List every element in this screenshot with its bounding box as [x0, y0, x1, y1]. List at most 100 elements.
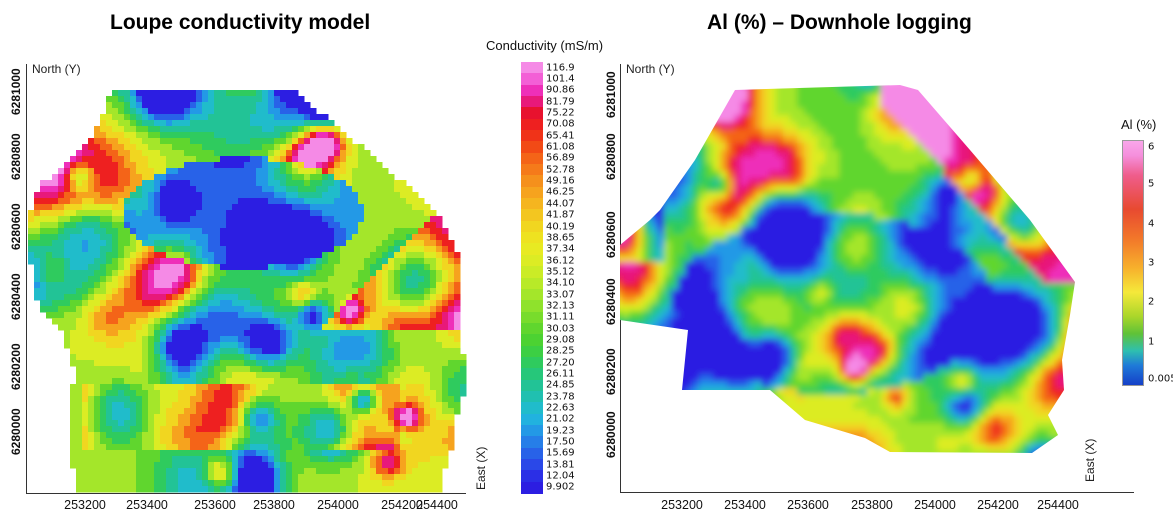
- heatmap-cell: [304, 306, 311, 313]
- heatmap-cell: [650, 143, 658, 151]
- heatmap-cell: [160, 396, 167, 403]
- colorbar-swatch: [521, 164, 543, 177]
- heatmap-cell: [310, 150, 317, 157]
- heatmap-cell: [993, 87, 1001, 95]
- heatmap-cell: [388, 282, 395, 289]
- heatmap-cell: [250, 114, 257, 121]
- heatmap-cell: [208, 240, 215, 247]
- heatmap-cell: [52, 294, 59, 301]
- heatmap-cell: [280, 168, 287, 175]
- heatmap-cell: [352, 288, 359, 295]
- heatmap-cell: [412, 294, 419, 301]
- heatmap-cell: [88, 312, 95, 319]
- heatmap-cell: [352, 150, 359, 157]
- heatmap-cell: [106, 390, 113, 397]
- heatmap-cell: [208, 162, 215, 169]
- heatmap-cell: [965, 87, 973, 95]
- heatmap-cell: [160, 306, 167, 313]
- heatmap-cell: [100, 486, 107, 493]
- heatmap-cell: [382, 222, 389, 229]
- heatmap-cell: [220, 330, 227, 337]
- heatmap-cell: [208, 372, 215, 379]
- heatmap-cell: [190, 288, 197, 295]
- heatmap-cell: [364, 294, 371, 301]
- heatmap-cell: [334, 438, 341, 445]
- heatmap-cell: [202, 306, 209, 313]
- heatmap-cell: [657, 129, 665, 137]
- heatmap-cell: [250, 168, 257, 175]
- heatmap-cell: [208, 288, 215, 295]
- heatmap-cell: [436, 312, 443, 319]
- heatmap-cell: [406, 360, 413, 367]
- heatmap-cell: [106, 474, 113, 481]
- heatmap-cell: [895, 129, 903, 137]
- heatmap-cell: [124, 420, 131, 427]
- heatmap-cell: [430, 264, 437, 271]
- heatmap-cell: [58, 222, 65, 229]
- heatmap-cell: [622, 108, 630, 116]
- heatmap-cell: [106, 402, 113, 409]
- heatmap-cell: [76, 408, 83, 415]
- heatmap-cell: [136, 126, 143, 133]
- heatmap-cell: [106, 294, 113, 301]
- heatmap-cell: [748, 85, 756, 88]
- heatmap-cell: [76, 240, 83, 247]
- heatmap-cell: [154, 102, 161, 109]
- colorbar-swatch: [521, 107, 543, 120]
- heatmap-cell: [1021, 94, 1029, 102]
- heatmap-cell: [232, 450, 239, 457]
- heatmap-cell: [418, 396, 425, 403]
- heatmap-cell: [304, 480, 311, 487]
- heatmap-cell: [238, 150, 245, 157]
- heatmap-cell: [190, 132, 197, 139]
- heatmap-cell: [783, 157, 791, 165]
- heatmap-cell: [28, 216, 35, 223]
- heatmap-cell: [184, 432, 191, 439]
- heatmap-cell: [160, 264, 167, 271]
- heatmap-cell: [184, 258, 191, 265]
- heatmap-cell: [352, 174, 359, 181]
- heatmap-cell: [88, 246, 95, 253]
- heatmap-cell: [82, 204, 89, 211]
- heatmap-cell: [376, 414, 383, 421]
- heatmap-cell: [454, 276, 461, 283]
- heatmap-cell: [202, 240, 209, 247]
- heatmap-cell: [76, 432, 83, 439]
- heatmap-cell: [292, 276, 299, 283]
- heatmap-cell: [986, 129, 994, 137]
- heatmap-cell: [930, 85, 938, 88]
- heatmap-cell: [388, 462, 395, 469]
- heatmap-cell: [256, 288, 263, 295]
- heatmap-cell: [196, 372, 203, 379]
- colorbar-swatch: [521, 458, 543, 471]
- heatmap-cell: [340, 456, 347, 463]
- heatmap-cell: [262, 240, 269, 247]
- heatmap-cell: [178, 144, 185, 151]
- heatmap-cell: [262, 294, 269, 301]
- heatmap-cell: [172, 258, 179, 265]
- colorbar-tick-label: 36.12: [546, 255, 575, 266]
- heatmap-cell: [148, 414, 155, 421]
- heatmap-cell: [755, 157, 763, 165]
- heatmap-cell: [304, 444, 311, 451]
- heatmap-cell: [388, 474, 395, 481]
- heatmap-cell: [238, 264, 245, 271]
- heatmap-cell: [88, 432, 95, 439]
- heatmap-cell: [322, 330, 329, 337]
- heatmap-cell: [148, 342, 155, 349]
- heatmap-cell: [1014, 101, 1022, 109]
- heatmap-cell: [418, 216, 425, 223]
- heatmap-cell: [1077, 157, 1085, 165]
- heatmap-cell: [160, 402, 167, 409]
- heatmap-cell: [154, 108, 161, 115]
- heatmap-cell: [412, 486, 419, 493]
- heatmap-cell: [148, 108, 155, 115]
- heatmap-cell: [699, 87, 707, 95]
- heatmap-cell: [220, 294, 227, 301]
- heatmap-cell: [82, 426, 89, 433]
- heatmap-cell: [190, 312, 197, 319]
- heatmap-cell: [818, 101, 826, 109]
- heatmap-cell: [340, 186, 347, 193]
- heatmap-cell: [142, 282, 149, 289]
- heatmap-cell: [274, 102, 281, 109]
